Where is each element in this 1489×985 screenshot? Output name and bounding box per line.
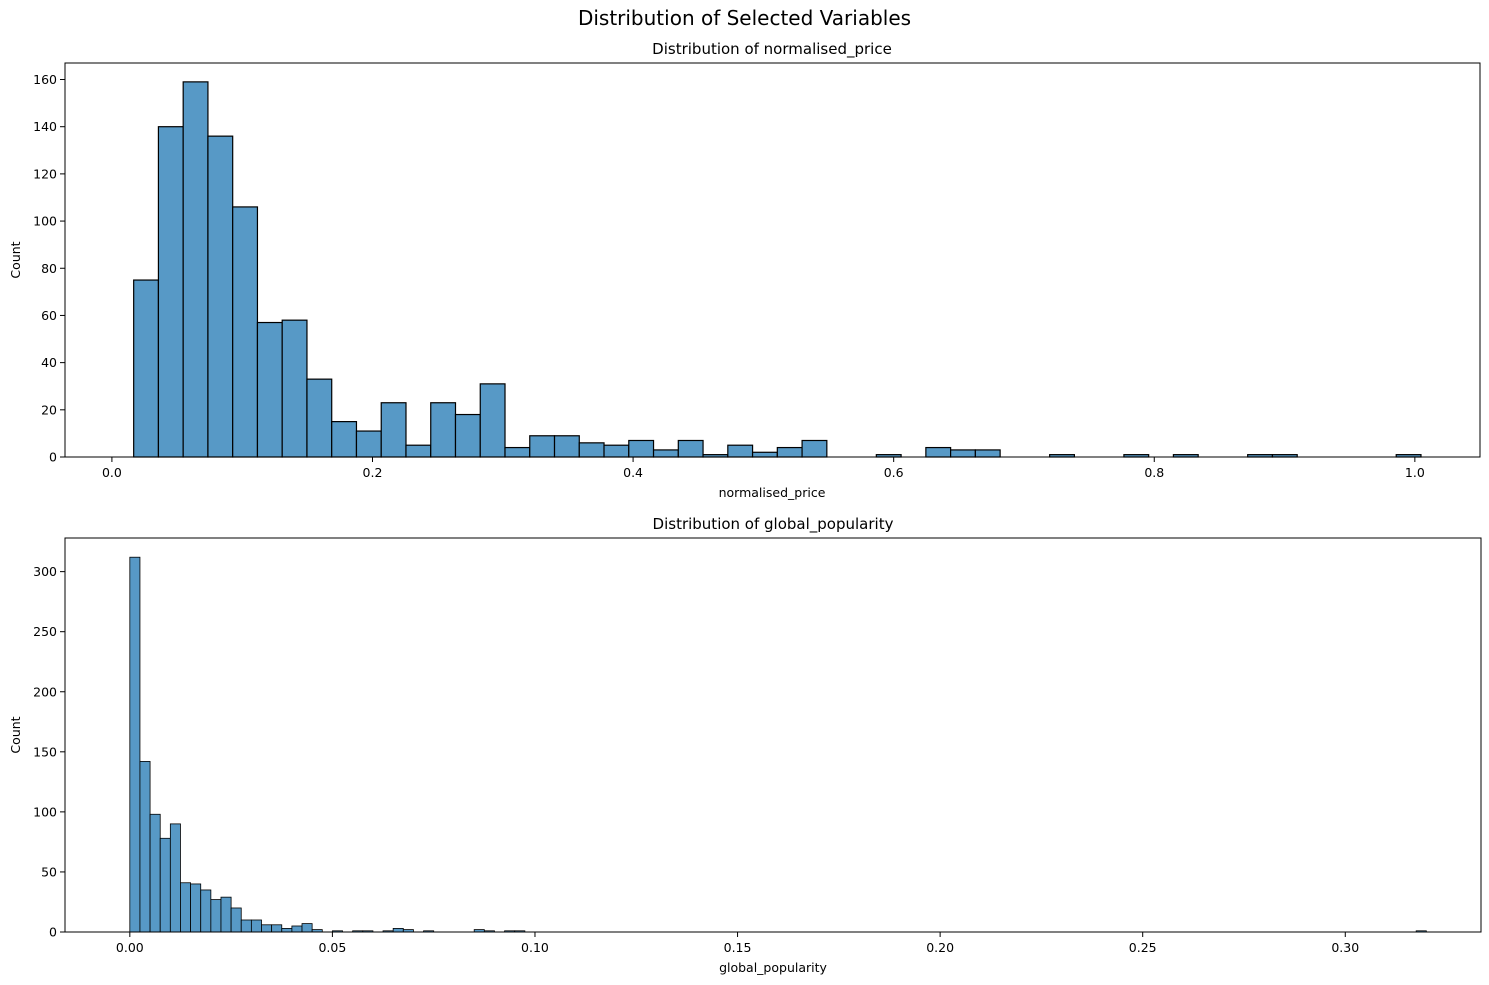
popularity-y-tick-label: 200 [33,684,57,699]
price-histogram-bar [182,81,209,458]
price-x-tick-label: 0.4 [623,465,643,480]
popularity-histogram-bar [250,919,262,933]
price-histogram-bar [207,135,234,458]
popularity-x-tick-label: 0.00 [116,940,144,955]
popularity-histogram-bar [220,896,232,933]
price-x-axis-label: normalised_price [719,485,826,500]
price-histogram-bar [727,444,754,458]
popularity-histogram-bar [281,928,293,933]
price-y-tick-label: 20 [41,402,57,417]
popularity-histogram-bar [301,923,313,933]
price-histogram-bar [504,446,531,458]
price-histogram-bar [256,321,283,458]
popularity-x-axis-label: global_popularity [719,960,827,975]
popularity-x-tick-label: 0.20 [926,940,954,955]
price-y-tick-label: 100 [33,214,57,229]
popularity-histogram-bar [139,761,151,933]
price-y-tick-label: 80 [41,261,57,276]
price-x-tick-label: 1.0 [1405,465,1425,480]
price-histogram-bars [133,81,1422,458]
price-y-tick-label: 40 [41,355,57,370]
popularity-histogram-title: Distribution of global_popularity [653,515,894,534]
price-histogram-bar [430,402,457,458]
popularity-histogram-bar [169,823,181,933]
price-histogram-bar [628,439,655,458]
price-histogram-bar [306,378,333,458]
popularity-y-axis-label: Count [8,716,23,753]
price-histogram-bar [652,449,679,458]
popularity-x-tick-label: 0.15 [724,940,752,955]
popularity-histogram-panel: Distribution of global_popularity 0.00 0.… [8,515,1482,975]
popularity-y-tick-label: 100 [33,804,57,819]
price-x-tick-label: 0.6 [884,465,904,480]
price-y-tick-label: 120 [33,166,57,181]
price-histogram-bar [281,319,308,458]
price-histogram-bar [776,446,803,458]
popularity-histogram-bar [200,889,212,933]
price-y-tick-label: 0 [49,450,57,465]
popularity-y-tick-label: 300 [33,564,57,579]
price-y-ticks: 0 20 40 60 80 100 120 140 160 [33,72,65,465]
popularity-histogram-bar [190,883,202,933]
popularity-x-tick-label: 0.10 [521,940,549,955]
figure-suptitle: Distribution of Selected Variables [578,6,911,30]
price-histogram-bar [751,451,778,458]
popularity-x-ticks: 0.00 0.05 0.10 0.15 0.20 0.25 0.30 [116,932,1359,955]
price-y-tick-label: 140 [33,119,57,134]
price-histogram-bar [553,435,580,458]
popularity-histogram-bar [291,925,303,933]
popularity-histogram-bar [392,928,404,933]
popularity-histogram-bar [271,924,283,933]
price-histogram-bar [603,444,630,458]
price-x-tick-label: 0.8 [1144,465,1164,480]
price-histogram-bar [801,439,828,458]
popularity-histogram-bar [129,556,141,933]
popularity-histogram-bar [180,882,192,933]
popularity-x-tick-label: 0.05 [318,940,346,955]
popularity-x-tick-label: 0.25 [1129,940,1157,955]
price-histogram-bar [925,446,952,458]
popularity-y-tick-label: 0 [49,925,57,940]
price-x-ticks: 0.0 0.2 0.4 0.6 0.8 1.0 [102,457,1425,480]
price-histogram-bar [479,383,506,458]
popularity-histogram-bar [149,813,161,933]
price-histogram-title: Distribution of normalised_price [652,40,892,59]
popularity-histogram-bars [129,556,1427,933]
popularity-axes-frame [64,537,1482,933]
popularity-histogram-bar [230,907,242,933]
price-histogram-bar [454,413,481,458]
price-x-tick-label: 0.2 [363,465,383,480]
price-axes-frame [64,62,1481,458]
price-histogram-bar [529,435,556,458]
price-histogram-bar [950,449,976,458]
price-y-tick-label: 160 [33,72,57,87]
price-histogram-bar [974,449,1001,458]
popularity-x-tick-label: 0.30 [1331,940,1359,955]
price-histogram-panel: Distribution of normalised_price 0.0 0.2 0… [8,40,1481,500]
price-histogram-bar [157,126,184,458]
popularity-histogram-bar [240,919,252,933]
price-histogram-bar [232,206,259,458]
popularity-y-tick-label: 150 [33,744,57,759]
popularity-y-ticks: 0 50 100 150 200 250 300 [33,564,65,940]
price-histogram-bar [380,402,407,458]
price-histogram-bar [331,421,358,458]
popularity-histogram-bar [210,899,222,933]
popularity-histogram-bar [159,837,171,933]
popularity-histogram-bar [261,924,273,933]
price-histogram-bar [578,442,605,458]
price-y-axis-label: Count [8,241,23,278]
price-histogram-bar [677,439,704,458]
popularity-y-tick-label: 50 [41,864,57,879]
price-y-tick-label: 60 [41,308,57,323]
price-histogram-bar [405,444,432,458]
popularity-y-tick-label: 250 [33,624,57,639]
price-histogram-bar [133,279,160,458]
price-x-tick-label: 0.0 [102,465,122,480]
price-histogram-bar [355,430,382,458]
